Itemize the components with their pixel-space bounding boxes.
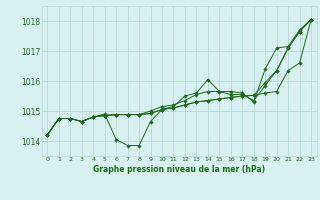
X-axis label: Graphe pression niveau de la mer (hPa): Graphe pression niveau de la mer (hPa) <box>93 165 265 174</box>
